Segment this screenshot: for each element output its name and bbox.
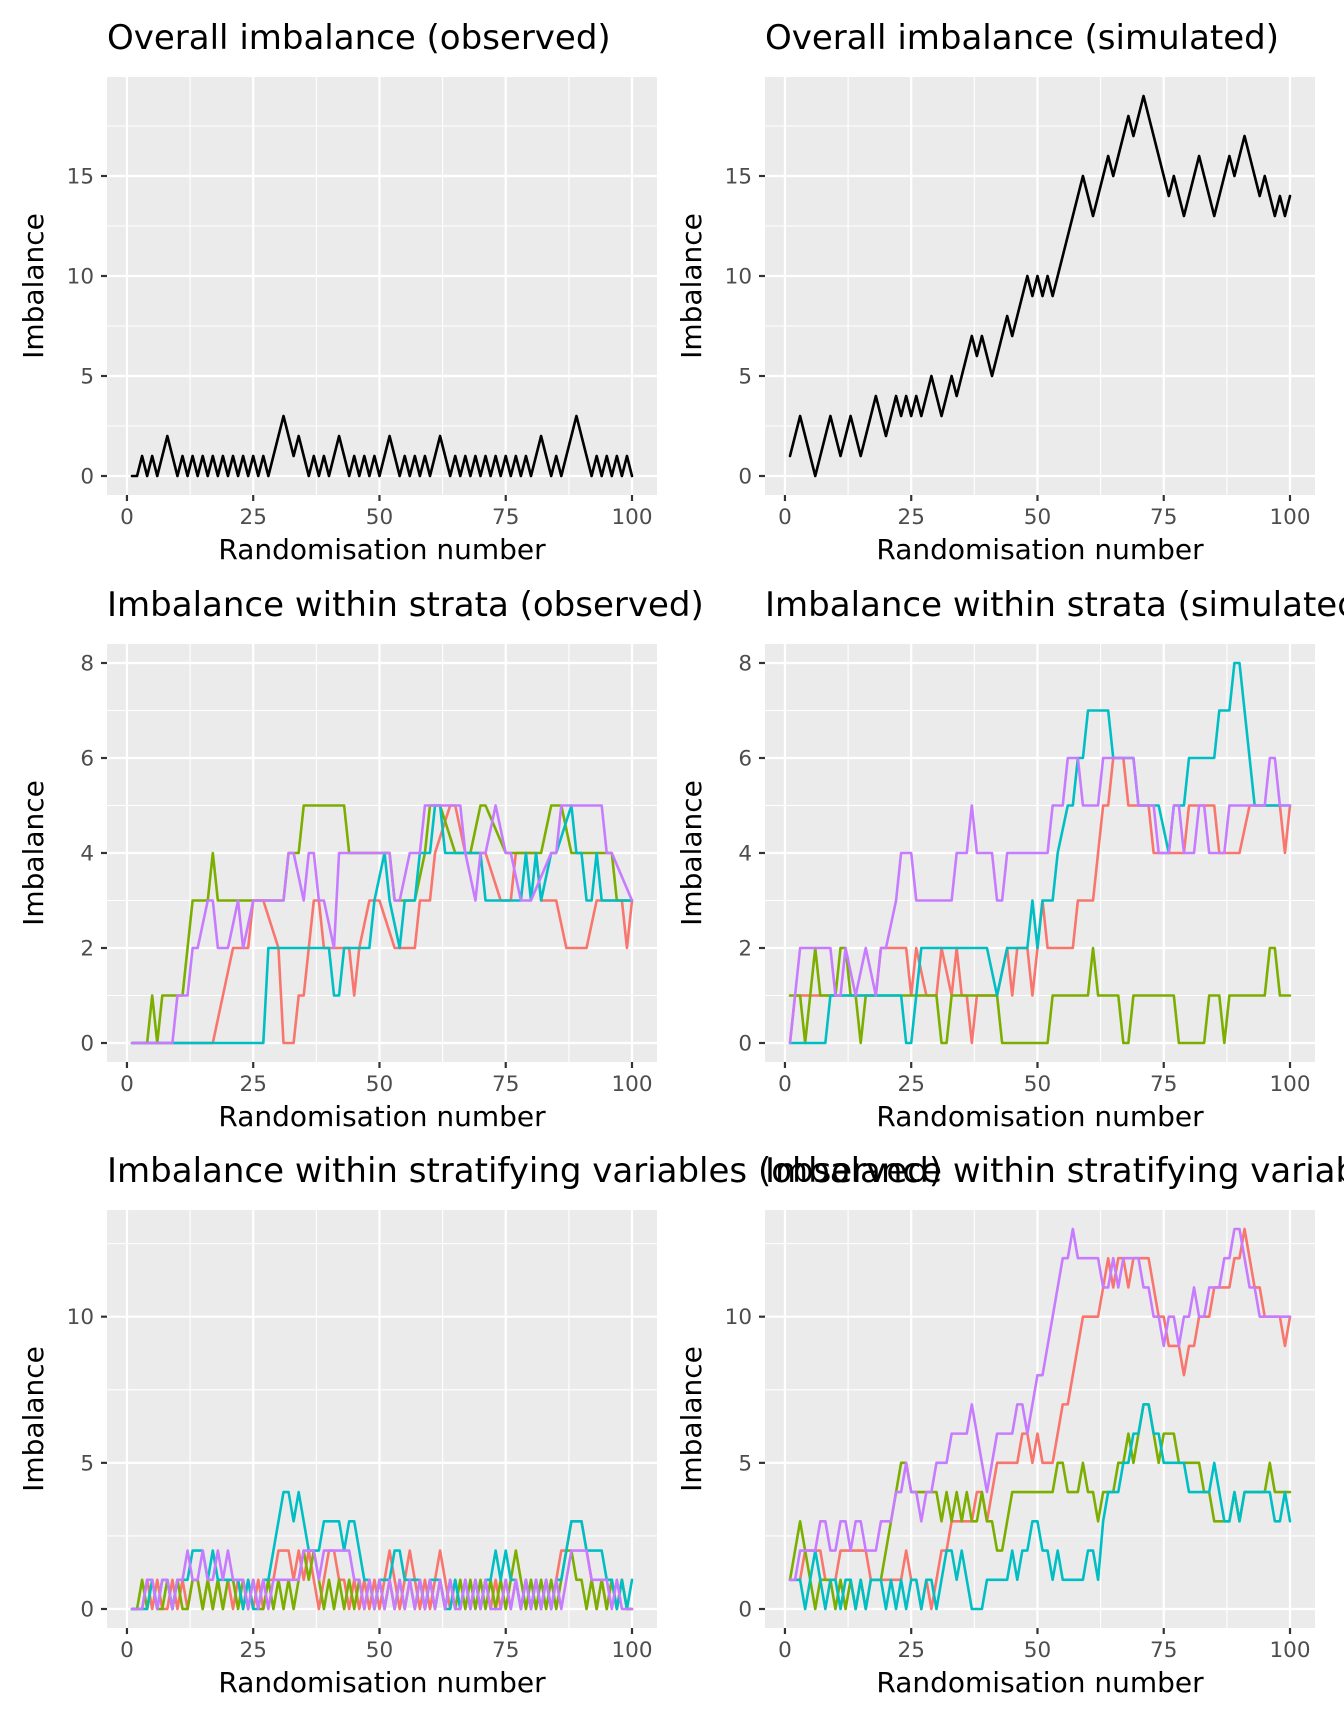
series-line-4 [788,756,1292,1045]
x-tick-label: 75 [1150,505,1177,530]
y-axis-title: Imbalance [675,1346,708,1492]
x-axis-title: Randomisation number [218,533,546,566]
panel-title: Imbalance within strata (observed) [107,585,704,625]
y-axis-title: Imbalance [17,780,50,926]
x-axis-title: Randomisation number [876,1100,1204,1133]
panel-title: Imbalance within strata (simulated) [765,585,1344,625]
y-tick-label: 0 [80,465,94,490]
y-tick-label: 15 [67,165,94,190]
series-line-3 [130,804,634,1045]
plot-background [107,77,657,495]
x-tick-label: 100 [611,505,652,530]
x-tick-label: 75 [1150,1072,1177,1097]
y-tick-label: 0 [738,1032,752,1057]
y-tick-label: 10 [67,1305,94,1330]
y-tick-label: 8 [80,652,94,677]
y-tick-label: 10 [67,265,94,290]
x-tick-label: 50 [366,1638,393,1663]
x-axis-title: Randomisation number [218,1666,546,1699]
x-tick-label: 100 [1269,505,1310,530]
y-tick-label: 6 [80,747,94,772]
x-tick-label: 100 [611,1638,652,1663]
x-tick-label: 50 [366,505,393,530]
x-tick-label: 50 [1024,1638,1051,1663]
series-line-1 [130,414,634,478]
x-tick-label: 25 [898,1638,925,1663]
panel-title: Imbalance within stratifying variables (… [107,1151,942,1191]
y-tick-label: 0 [738,465,752,490]
y-tick-label: 6 [738,747,752,772]
x-tick-label: 0 [120,505,134,530]
panel-title: Overall imbalance (simulated) [765,18,1279,58]
series-line-1 [130,804,634,1045]
series-line-2 [130,804,634,1045]
y-tick-label: 10 [725,1305,752,1330]
y-tick-label: 0 [80,1032,94,1057]
y-tick-label: 8 [738,652,752,677]
x-tick-label: 25 [240,1072,267,1097]
y-axis-title: Imbalance [675,780,708,926]
plot-background [765,1210,1315,1628]
x-tick-label: 50 [366,1072,393,1097]
y-tick-label: 4 [738,842,752,867]
x-tick-label: 25 [898,505,925,530]
series-line-4 [788,1227,1292,1582]
chart-panel-6: Imbalance within stratifying variables (… [675,1151,1344,1699]
x-tick-label: 25 [898,1072,925,1097]
y-axis-title: Imbalance [17,213,50,359]
x-tick-label: 50 [1024,505,1051,530]
series-line-4 [130,804,634,1045]
y-tick-label: 0 [80,1598,94,1623]
x-tick-label: 0 [120,1072,134,1097]
y-tick-label: 0 [738,1598,752,1623]
series-line-1 [788,94,1292,478]
series-line-4 [130,1549,634,1611]
chart-panel-5: Imbalance within stratifying variables (… [17,1151,942,1699]
chart-panel-1: Overall imbalance (observed) 0 25 50 75 100 0 5… [17,18,657,566]
panel-title: Imbalance within stratifying variables (… [765,1151,1344,1191]
x-tick-label: 75 [1150,1638,1177,1663]
y-tick-label: 2 [738,937,752,962]
y-tick-label: 5 [80,1451,94,1476]
y-tick-label: 5 [738,365,752,390]
x-tick-label: 100 [1269,1072,1310,1097]
y-axis-title: Imbalance [17,1346,50,1492]
series-line-3 [788,661,1292,1045]
x-tick-label: 0 [778,1638,792,1663]
x-tick-label: 25 [240,1638,267,1663]
x-tick-label: 0 [778,505,792,530]
x-tick-label: 75 [492,1072,519,1097]
x-tick-label: 75 [492,505,519,530]
chart-panel-4: Imbalance within strata (simulated) 0 25 50… [675,585,1344,1133]
y-tick-label: 5 [80,365,94,390]
x-axis-title: Randomisation number [876,533,1204,566]
y-tick-label: 5 [738,1451,752,1476]
y-tick-label: 15 [725,165,752,190]
x-tick-label: 50 [1024,1072,1051,1097]
chart-panel-2: Overall imbalance (simulated) 0 25 50 75 100 0… [675,18,1315,566]
x-axis-title: Randomisation number [218,1100,546,1133]
chart-panel-3: Imbalance within strata (observed) 0 25 50 7… [17,585,704,1133]
series-line-3 [788,1403,1292,1611]
y-axis-title: Imbalance [675,213,708,359]
panel-title: Overall imbalance (observed) [107,18,611,58]
x-axis-title: Randomisation number [876,1666,1204,1699]
y-tick-label: 4 [80,842,94,867]
x-tick-label: 0 [120,1638,134,1663]
x-tick-label: 25 [240,505,267,530]
y-tick-label: 10 [725,265,752,290]
x-tick-label: 75 [492,1638,519,1663]
x-tick-label: 100 [1269,1638,1310,1663]
x-tick-label: 100 [611,1072,652,1097]
x-tick-label: 0 [778,1072,792,1097]
y-tick-label: 2 [80,937,94,962]
